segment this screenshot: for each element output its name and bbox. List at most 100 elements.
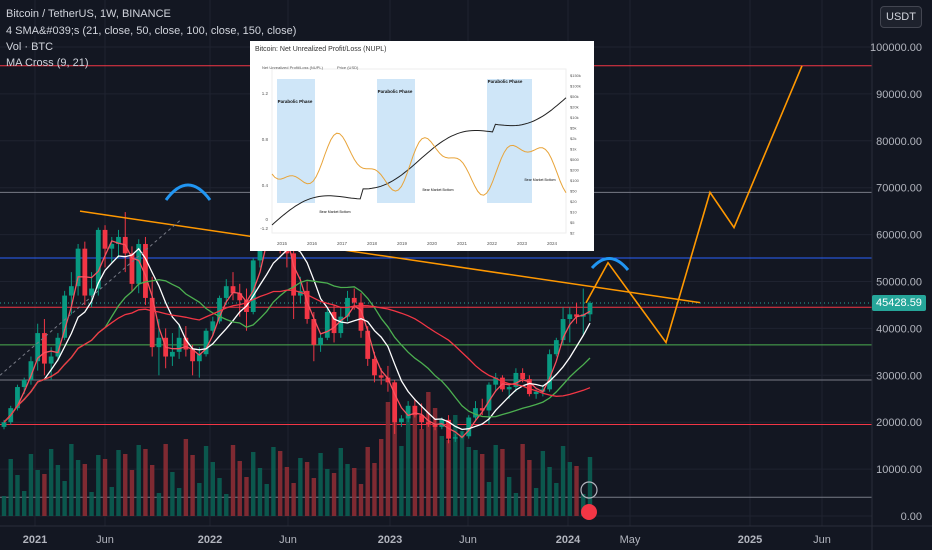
price-tick-3: 70000.00 [876, 183, 922, 195]
inset-y-right-tick-3: $20k [570, 105, 579, 110]
inset-legend-1: Price (USD) [337, 65, 359, 70]
volume-bar-6 [42, 474, 47, 516]
volume-bar-50 [338, 448, 343, 516]
inset-bottom-label-2: Bear Market Bottom [524, 178, 555, 182]
volume-bar-34 [230, 445, 236, 516]
volume-bar-22 [149, 465, 155, 516]
ma-cross-indicator-legend[interactable]: MA Cross (9, 21) [6, 57, 89, 69]
candle-body-27 [183, 337, 189, 350]
volume-indicator-legend[interactable]: Vol · BTC [6, 41, 54, 53]
inset-y-right-tick-12: $20 [570, 199, 577, 204]
symbol-title[interactable]: Bitcoin / TetherUS, 1W, BINANCE [6, 8, 171, 20]
inset-y-right-tick-9: $200 [570, 168, 580, 173]
time-tick-7: May [620, 534, 641, 546]
descending-trendline [79, 210, 701, 304]
volume-bar-85 [574, 466, 579, 516]
volume-bar-15 [102, 459, 108, 516]
time-tick-8: 2025 [738, 534, 762, 546]
inset-y-left-tick-2: 0.4 [262, 183, 269, 188]
price-tick-5: 50000.00 [876, 277, 922, 289]
inset-legend-0: Net Unrealized Profit/Loss (NUPL) [262, 65, 324, 70]
volume-bar-13 [89, 492, 94, 516]
volume-bar-10 [69, 444, 74, 516]
candle-body-48 [324, 311, 330, 338]
candle-body-38 [257, 243, 263, 261]
volume-bar-64 [432, 408, 438, 516]
inset-phase-band-0 [277, 79, 315, 203]
candle-body-29 [196, 354, 202, 362]
candle-body-64 [432, 424, 438, 427]
inset-y-right-tick-6: $2k [570, 136, 576, 141]
volume-bar-38 [257, 468, 263, 516]
inset-y-right-tick-15: $2 [570, 231, 575, 236]
volume-bar-62 [419, 429, 424, 516]
candle-body-6 [42, 333, 47, 364]
volume-bar-25 [170, 472, 175, 516]
volume-bar-84 [567, 462, 572, 516]
candle-body-56 [378, 375, 384, 378]
volume-bar-83 [560, 446, 566, 516]
volume-bar-87 [587, 457, 593, 516]
candle-body-5 [35, 333, 41, 362]
volume-bar-49 [331, 473, 337, 516]
candle-body-46 [311, 319, 317, 345]
candle-body-62 [419, 415, 425, 423]
volume-bar-28 [190, 455, 195, 516]
candle-body-14 [95, 229, 101, 289]
candle-body-49 [331, 311, 337, 334]
candle-body-67 [452, 437, 458, 439]
inset-y-right-tick-14: $5 [570, 220, 575, 225]
volume-bar-82 [554, 483, 559, 516]
candle-body-35 [237, 293, 243, 301]
volume-bar-14 [96, 455, 101, 516]
volume-bar-51 [345, 464, 350, 516]
volume-bar-74 [500, 449, 505, 516]
candle-body-54 [365, 330, 371, 359]
time-tick-2: 2022 [198, 534, 222, 546]
candle-body-77 [520, 372, 526, 380]
inset-phase-label-1: Parabolic Phase [378, 89, 413, 94]
volume-bar-81 [547, 467, 552, 516]
candle-body-73 [493, 377, 499, 385]
candle-body-21 [143, 243, 148, 298]
inset-y-right-tick-8: $500 [570, 157, 580, 162]
candle-body-66 [446, 419, 451, 439]
volume-bar-77 [520, 444, 525, 516]
candle-body-84 [567, 314, 573, 320]
currency-button[interactable]: USDT [880, 6, 922, 28]
volume-bar-65 [439, 436, 445, 516]
volume-bar-69 [466, 447, 471, 516]
time-tick-5: Jun [459, 534, 477, 546]
volume-bar-29 [197, 483, 202, 516]
candle-body-9 [62, 295, 68, 338]
volume-bar-7 [48, 449, 54, 516]
candle-body-28 [190, 349, 195, 362]
candle-body-3 [21, 379, 27, 388]
volume-bar-31 [210, 462, 216, 516]
candle-body-50 [338, 316, 344, 334]
inset-y-right-tick-10: $100 [570, 178, 580, 183]
time-tick-4: 2023 [378, 534, 402, 546]
volume-bar-12 [82, 464, 88, 516]
inset-y-right-tick-4: $10k [570, 115, 579, 120]
inset-x-tick-6: 2021 [457, 241, 468, 246]
volume-bar-79 [533, 488, 539, 516]
candle-body-87 [587, 302, 593, 315]
inset-phase-band-2 [487, 79, 532, 203]
volume-bar-30 [203, 446, 209, 516]
volume-bar-39 [264, 484, 269, 516]
sma-indicator-legend[interactable]: 4 SMA&#039;s (21, close, 50, close, 100,… [6, 25, 297, 37]
time-tick-6: 2024 [556, 534, 581, 546]
candle-body-8 [55, 337, 61, 357]
last-price-badge: 45428.59 [872, 294, 926, 311]
volume-bar-18 [123, 454, 128, 516]
inset-y-left-tick-0: 1.2 [262, 91, 269, 96]
candle-body-83 [560, 319, 566, 341]
volume-bar-35 [237, 461, 242, 516]
price-tick-9: 10000.00 [876, 464, 922, 476]
candle-body-71 [479, 408, 485, 411]
candle-body-81 [547, 354, 552, 390]
candle-body-15 [102, 229, 108, 249]
volume-bar-60 [405, 409, 411, 516]
volume-bar-24 [163, 444, 168, 516]
